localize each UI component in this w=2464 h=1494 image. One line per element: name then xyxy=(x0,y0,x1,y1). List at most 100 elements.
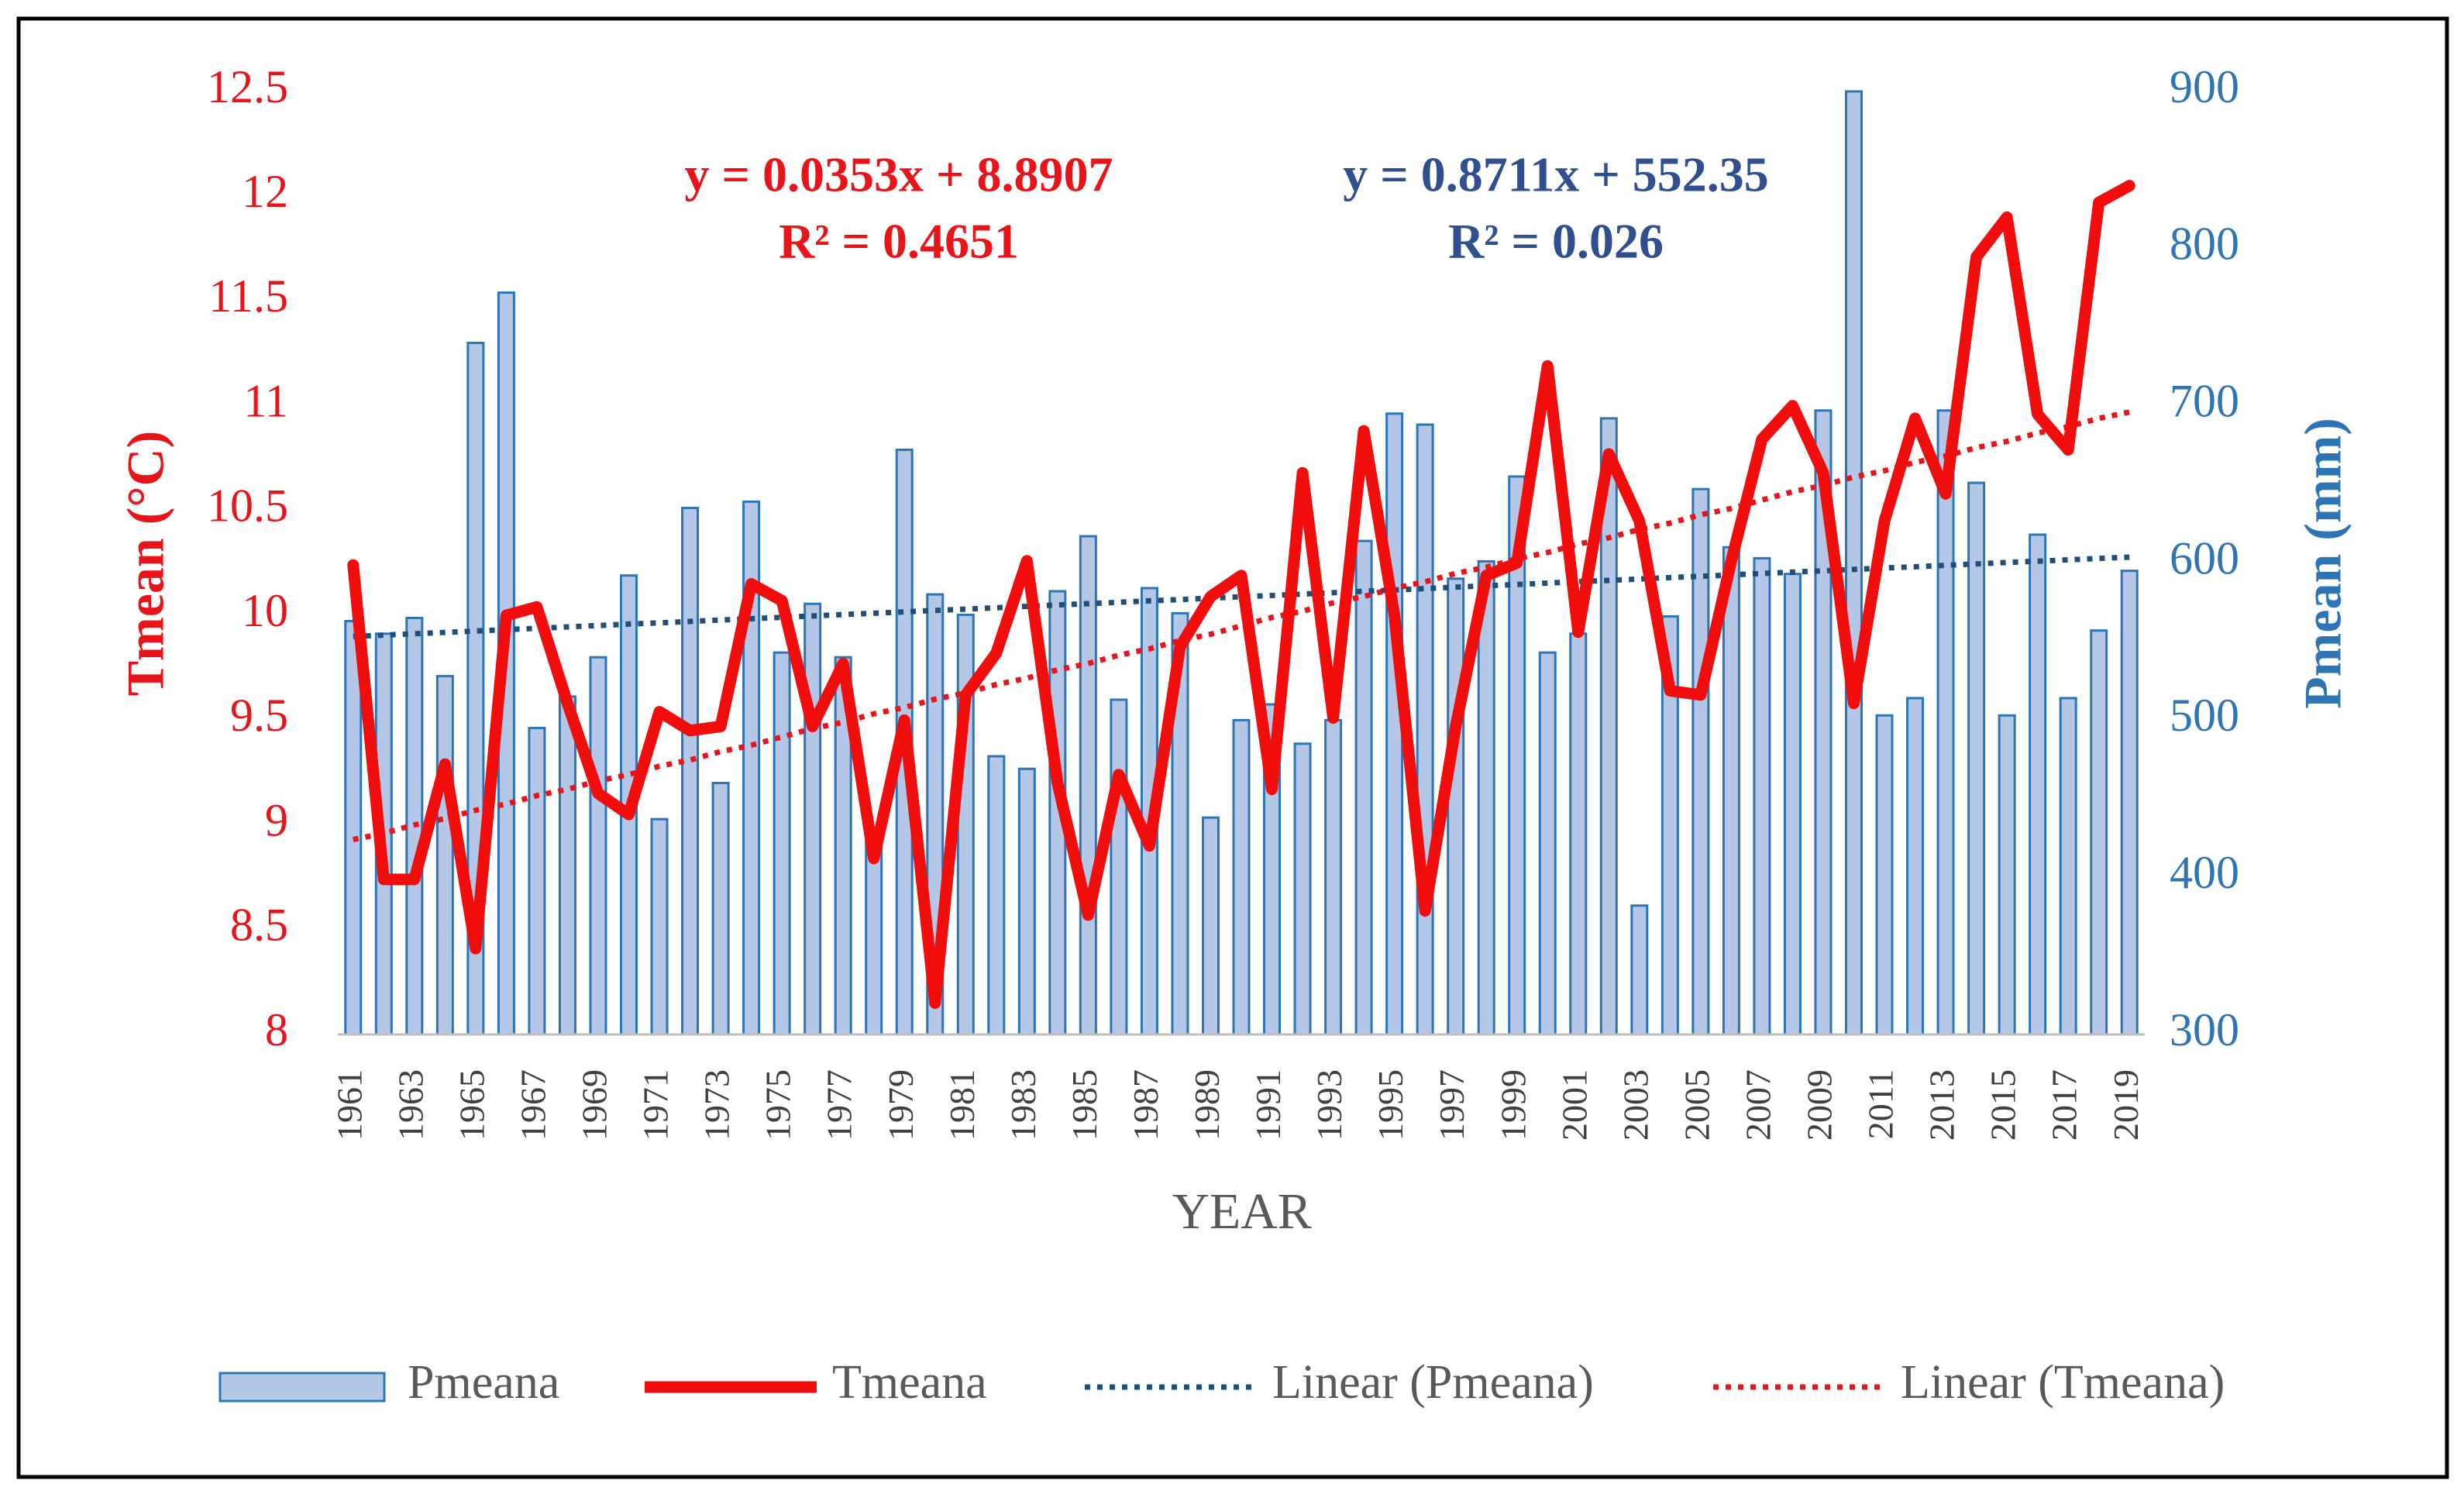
line xyxy=(347,180,2135,1009)
y2-axis-title: Pmean (mm) xyxy=(2294,418,2352,709)
bar xyxy=(1079,535,1097,1036)
bar xyxy=(528,726,546,1036)
legend-label: Tmeana xyxy=(832,1356,987,1409)
bar xyxy=(1753,556,1771,1036)
x-tick-label: 1995 xyxy=(1371,1069,1410,1141)
y-tick-label: 12 xyxy=(242,166,288,217)
bar xyxy=(1906,697,1925,1036)
x-tick-label: 1979 xyxy=(881,1069,921,1141)
bar xyxy=(2029,533,2047,1036)
bar xyxy=(1354,539,1373,1036)
annotation: R² = 0.026 xyxy=(1448,214,1664,269)
x-tick-label: 1989 xyxy=(1187,1069,1227,1141)
bar xyxy=(681,507,700,1036)
x-tick-label: 1987 xyxy=(1126,1069,1165,1141)
x-tick-label: 2017 xyxy=(2045,1069,2084,1141)
x-tick-label: 1985 xyxy=(1065,1069,1104,1141)
y-tick-label: 10 xyxy=(242,585,288,636)
x-tick-label: 2019 xyxy=(2106,1069,2146,1141)
bar xyxy=(435,675,454,1036)
x-tick-label: 1991 xyxy=(1248,1069,1288,1141)
bar xyxy=(650,818,669,1036)
bar xyxy=(1845,90,1863,1036)
annotation: R² = 0.4651 xyxy=(779,214,1019,269)
x-tick-label: 2003 xyxy=(1616,1069,1655,1141)
x-tick-label: 2007 xyxy=(1738,1069,1777,1141)
x-tick-label: 2013 xyxy=(1922,1069,1962,1141)
x-tick-label: 1971 xyxy=(636,1069,676,1141)
x-tick-label: 2015 xyxy=(1984,1069,2023,1141)
x-tick-label: 1983 xyxy=(1003,1069,1043,1141)
bar xyxy=(1569,632,1588,1036)
bar xyxy=(1017,767,1036,1036)
y2-tick-label: 600 xyxy=(2170,532,2239,583)
bar xyxy=(1630,904,1649,1036)
legend-label: Pmeana xyxy=(408,1356,559,1409)
x-tick-label: 1965 xyxy=(452,1069,491,1141)
bar xyxy=(987,755,1006,1036)
bar xyxy=(1447,577,1465,1036)
x-tick-label: 1967 xyxy=(513,1069,552,1141)
y-tick-label: 10.5 xyxy=(207,480,288,532)
x-tick-label: 1969 xyxy=(575,1069,614,1141)
y-tick-label: 11.5 xyxy=(208,270,288,322)
annotation: y = 0.8711x + 552.35 xyxy=(1343,147,1768,202)
annotation: y = 0.0353x + 8.8907 xyxy=(685,147,1113,202)
x-tick-label: 1973 xyxy=(697,1069,737,1141)
x-tick-label: 1981 xyxy=(942,1069,982,1141)
legend-swatch xyxy=(219,1372,386,1403)
y-tick-label: 11 xyxy=(243,375,288,426)
x-tick-label: 1961 xyxy=(329,1069,369,1141)
x-axis-title: YEAR xyxy=(1172,1183,1312,1240)
bar xyxy=(1936,409,1955,1036)
bar xyxy=(558,695,576,1036)
bar xyxy=(1783,573,1802,1036)
x-tick-label: 1997 xyxy=(1432,1069,1471,1141)
bar xyxy=(804,602,822,1036)
bar xyxy=(589,656,607,1036)
bar xyxy=(2090,629,2108,1036)
bar xyxy=(1201,816,1220,1036)
x-tick-label: 2011 xyxy=(1861,1069,1901,1139)
y2-tick-label: 400 xyxy=(2170,847,2239,898)
bar xyxy=(1324,718,1343,1036)
x-tick-label: 2009 xyxy=(1800,1069,1839,1141)
x-tick-label: 2005 xyxy=(1677,1069,1716,1141)
bar xyxy=(344,620,363,1036)
x-tick-label: 2001 xyxy=(1554,1069,1594,1141)
bar xyxy=(773,651,791,1036)
bar xyxy=(1416,423,1434,1036)
y2-tick-label: 500 xyxy=(2170,690,2239,741)
bar xyxy=(1875,714,1894,1036)
y-tick-label: 8 xyxy=(265,1004,288,1055)
x-tick-label: 1999 xyxy=(1493,1069,1533,1141)
bar xyxy=(1538,651,1557,1036)
bar xyxy=(1477,559,1495,1036)
bar xyxy=(2120,570,2139,1036)
bar xyxy=(1385,412,1404,1036)
y-axis-title: Tmean (°C) xyxy=(116,431,175,697)
y2-tick-label: 300 xyxy=(2170,1004,2239,1055)
y2-tick-label: 800 xyxy=(2170,219,2239,270)
legend-label: Linear (Pmeana) xyxy=(1272,1356,1594,1409)
y-tick-label: 12.5 xyxy=(207,61,288,112)
legend-label: Linear (Tmeana) xyxy=(1901,1356,2225,1409)
bar xyxy=(1293,742,1312,1036)
y-tick-label: 9 xyxy=(265,794,288,845)
bar xyxy=(1232,718,1251,1036)
bar xyxy=(1998,714,2016,1036)
bar xyxy=(1722,546,1740,1036)
y2-tick-label: 700 xyxy=(2170,375,2239,426)
x-tick-label: 1977 xyxy=(820,1069,859,1141)
bar xyxy=(711,781,730,1036)
y-tick-label: 9.5 xyxy=(230,690,288,741)
x-tick-label: 1975 xyxy=(759,1069,798,1141)
bar xyxy=(1110,698,1128,1036)
bar xyxy=(1691,487,1710,1036)
x-tick-label: 1993 xyxy=(1309,1069,1349,1141)
y2-tick-label: 900 xyxy=(2170,61,2239,112)
bar xyxy=(2059,697,2077,1036)
y-tick-label: 8.5 xyxy=(230,900,288,951)
x-tick-label: 1963 xyxy=(391,1069,430,1141)
